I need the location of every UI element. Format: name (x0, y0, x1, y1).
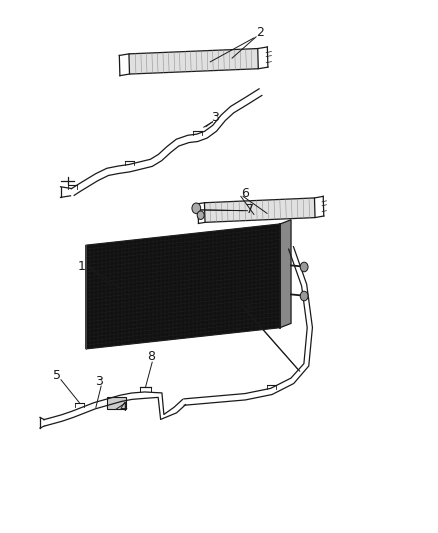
Circle shape (300, 262, 308, 272)
Text: 7: 7 (246, 203, 254, 215)
Circle shape (197, 211, 204, 220)
Text: 6: 6 (241, 187, 249, 200)
Circle shape (300, 291, 308, 301)
Text: 1: 1 (78, 260, 85, 273)
Text: 3: 3 (244, 301, 251, 314)
Text: 4: 4 (119, 401, 127, 414)
Polygon shape (205, 198, 315, 222)
Bar (107, 397, 126, 409)
Text: 3: 3 (95, 375, 103, 389)
Text: 8: 8 (147, 350, 155, 364)
Polygon shape (86, 224, 280, 349)
Text: 3: 3 (211, 111, 219, 124)
Polygon shape (129, 49, 258, 74)
Circle shape (192, 203, 201, 214)
Polygon shape (280, 220, 291, 328)
Text: 5: 5 (53, 369, 61, 382)
Text: 2: 2 (257, 26, 265, 39)
